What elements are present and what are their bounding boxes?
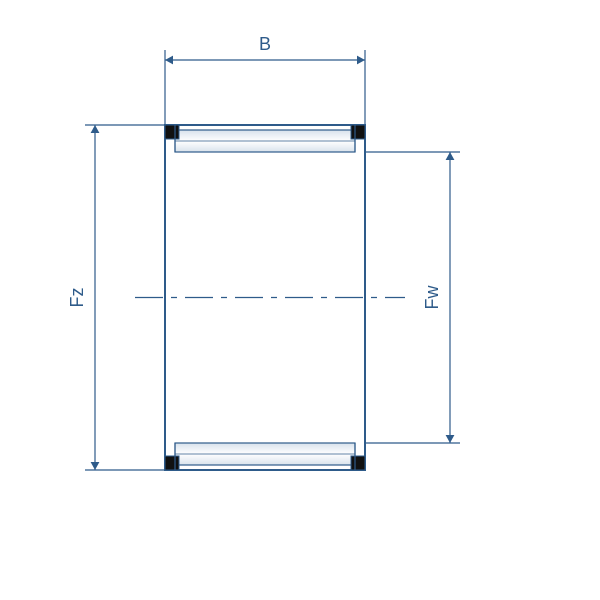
- arrowhead: [357, 56, 365, 65]
- arrowhead: [165, 56, 173, 65]
- label-fw: Fw: [422, 285, 442, 310]
- arrowhead: [446, 435, 455, 443]
- arrowhead: [91, 462, 100, 470]
- cage-corner-0: [165, 125, 179, 139]
- cage-corner-3: [351, 456, 365, 470]
- bearing-diagram: B Fz Fw: [0, 0, 600, 600]
- arrowhead: [91, 125, 100, 133]
- arrowhead: [446, 152, 455, 160]
- label-b: B: [259, 34, 271, 54]
- label-fz: Fz: [67, 288, 87, 308]
- cage-corner-2: [165, 456, 179, 470]
- cage-corner-1: [351, 125, 365, 139]
